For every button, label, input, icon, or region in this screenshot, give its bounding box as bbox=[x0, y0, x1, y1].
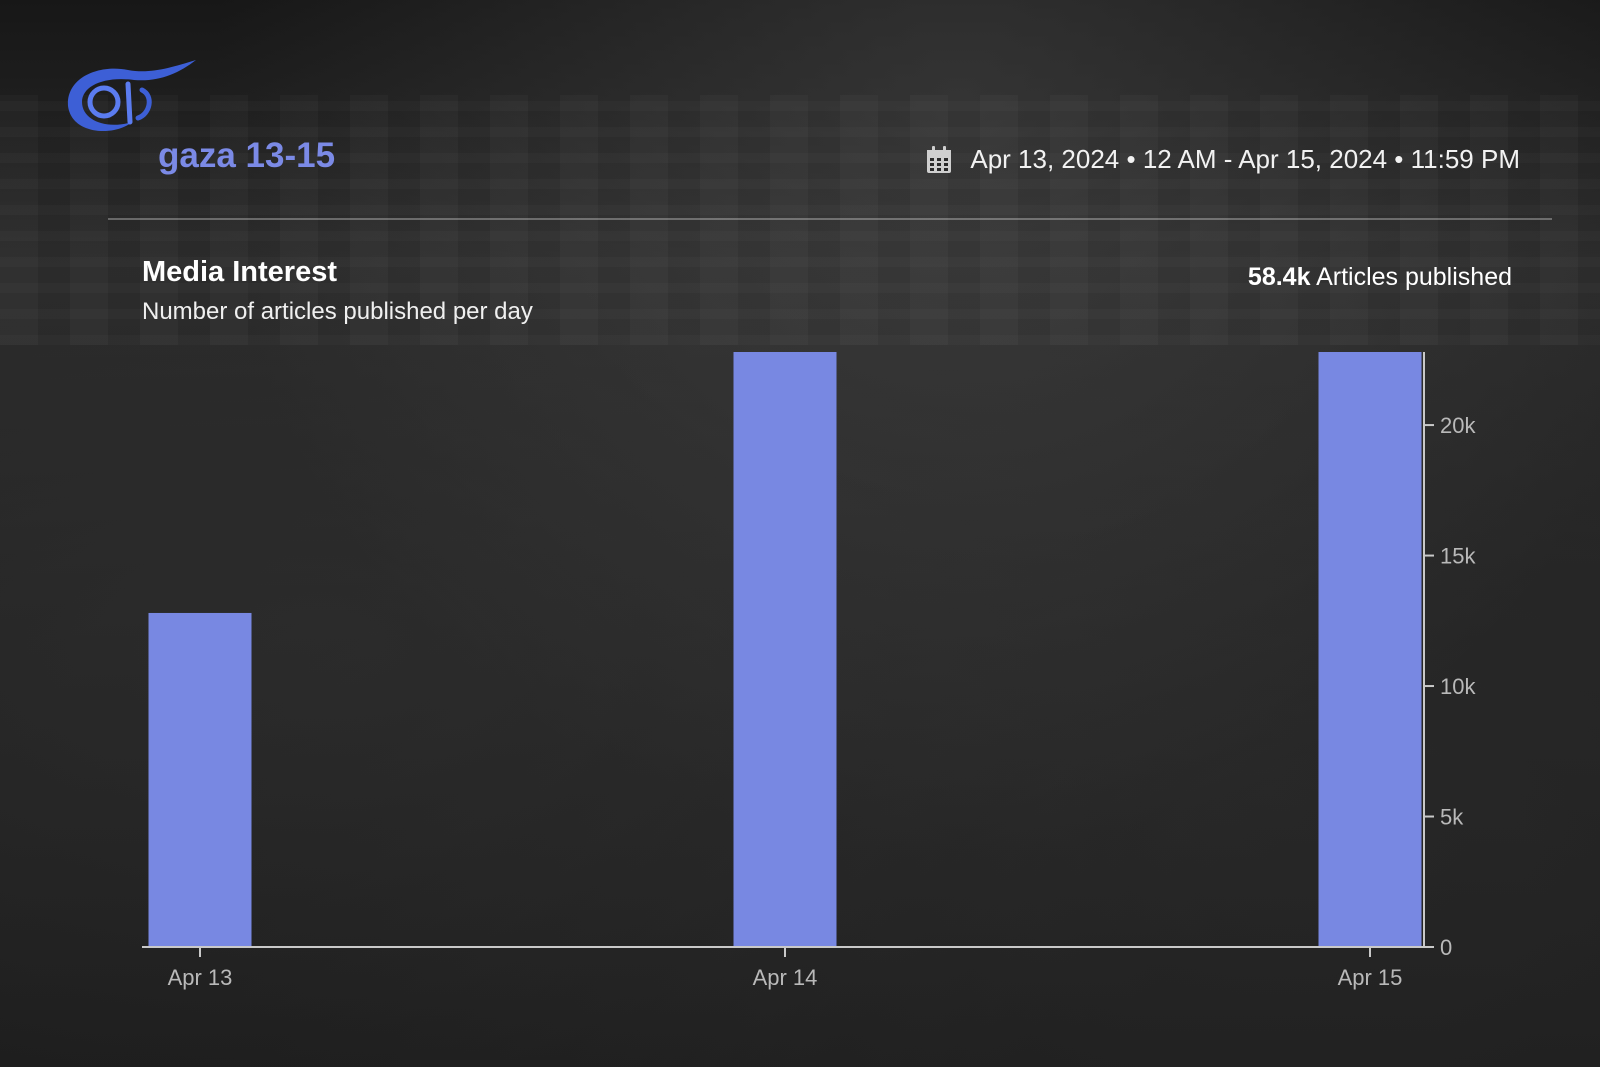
al-mayadeen-logo bbox=[67, 60, 196, 132]
y-tick-label: 5k bbox=[1440, 805, 1464, 830]
y-tick-label: 20k bbox=[1440, 413, 1476, 438]
y-tick-label: 0 bbox=[1440, 935, 1452, 960]
bar-apr-15 bbox=[1318, 352, 1422, 947]
date-range[interactable]: Apr 13, 2024 • 12 AM - Apr 15, 2024 • 11… bbox=[926, 144, 1520, 175]
x-tick-label: Apr 14 bbox=[753, 965, 818, 990]
kpi-value: 58.4k bbox=[1247, 263, 1311, 291]
calendar-icon bbox=[927, 145, 952, 173]
bar-apr-14 bbox=[733, 352, 837, 947]
y-tick-label: 15k bbox=[1440, 544, 1476, 569]
x-tick-label: Apr 13 bbox=[168, 965, 233, 990]
y-tick-label: 10k bbox=[1440, 674, 1476, 699]
x-tick-label: Apr 15 bbox=[1338, 965, 1403, 990]
page-title: gaza 13-15 bbox=[158, 136, 336, 175]
date-range-text: Apr 13, 2024 • 12 AM - Apr 15, 2024 • 11… bbox=[970, 144, 1520, 174]
header-divider bbox=[108, 218, 1552, 220]
background-skyline bbox=[0, 95, 1600, 345]
section-subtitle: Number of articles published per day bbox=[142, 298, 533, 325]
bar-apr-13 bbox=[148, 612, 252, 947]
section-title: Media Interest bbox=[142, 256, 337, 288]
kpi-total-articles: 58.4k Articles published bbox=[1248, 263, 1512, 292]
kpi-label: Articles published bbox=[1316, 263, 1512, 291]
